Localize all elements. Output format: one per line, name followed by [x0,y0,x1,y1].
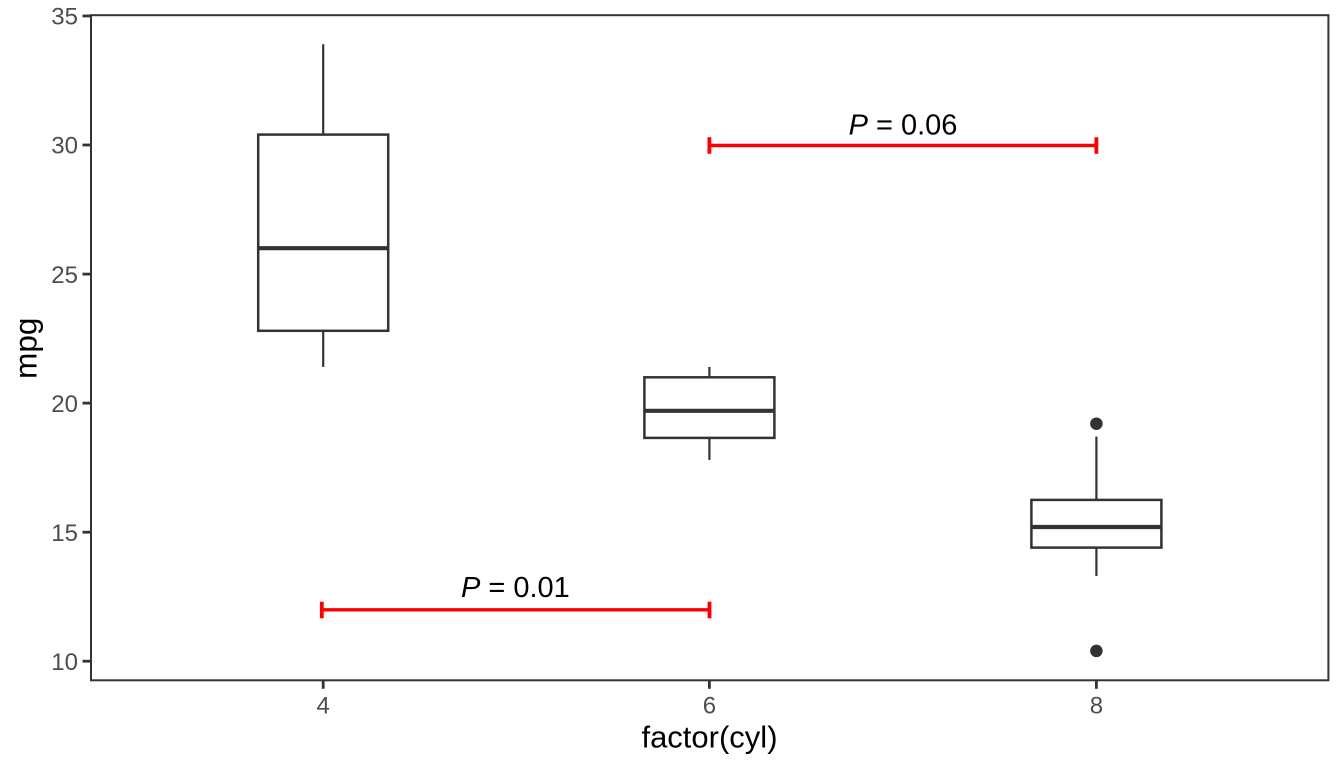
svg-text:P = 0.01: P = 0.01 [461,572,570,604]
svg-text:4: 4 [317,692,330,719]
svg-text:factor(cyl): factor(cyl) [641,720,777,755]
svg-text:35: 35 [51,4,78,31]
svg-text:mpg: mpg [7,318,43,379]
svg-text:30: 30 [51,133,78,160]
svg-text:20: 20 [51,391,78,418]
svg-text:6: 6 [703,692,716,719]
svg-text:10: 10 [51,649,78,676]
svg-text:15: 15 [51,520,78,547]
svg-text:25: 25 [51,262,78,289]
svg-text:P = 0.06: P = 0.06 [849,109,958,141]
svg-text:8: 8 [1090,692,1103,719]
